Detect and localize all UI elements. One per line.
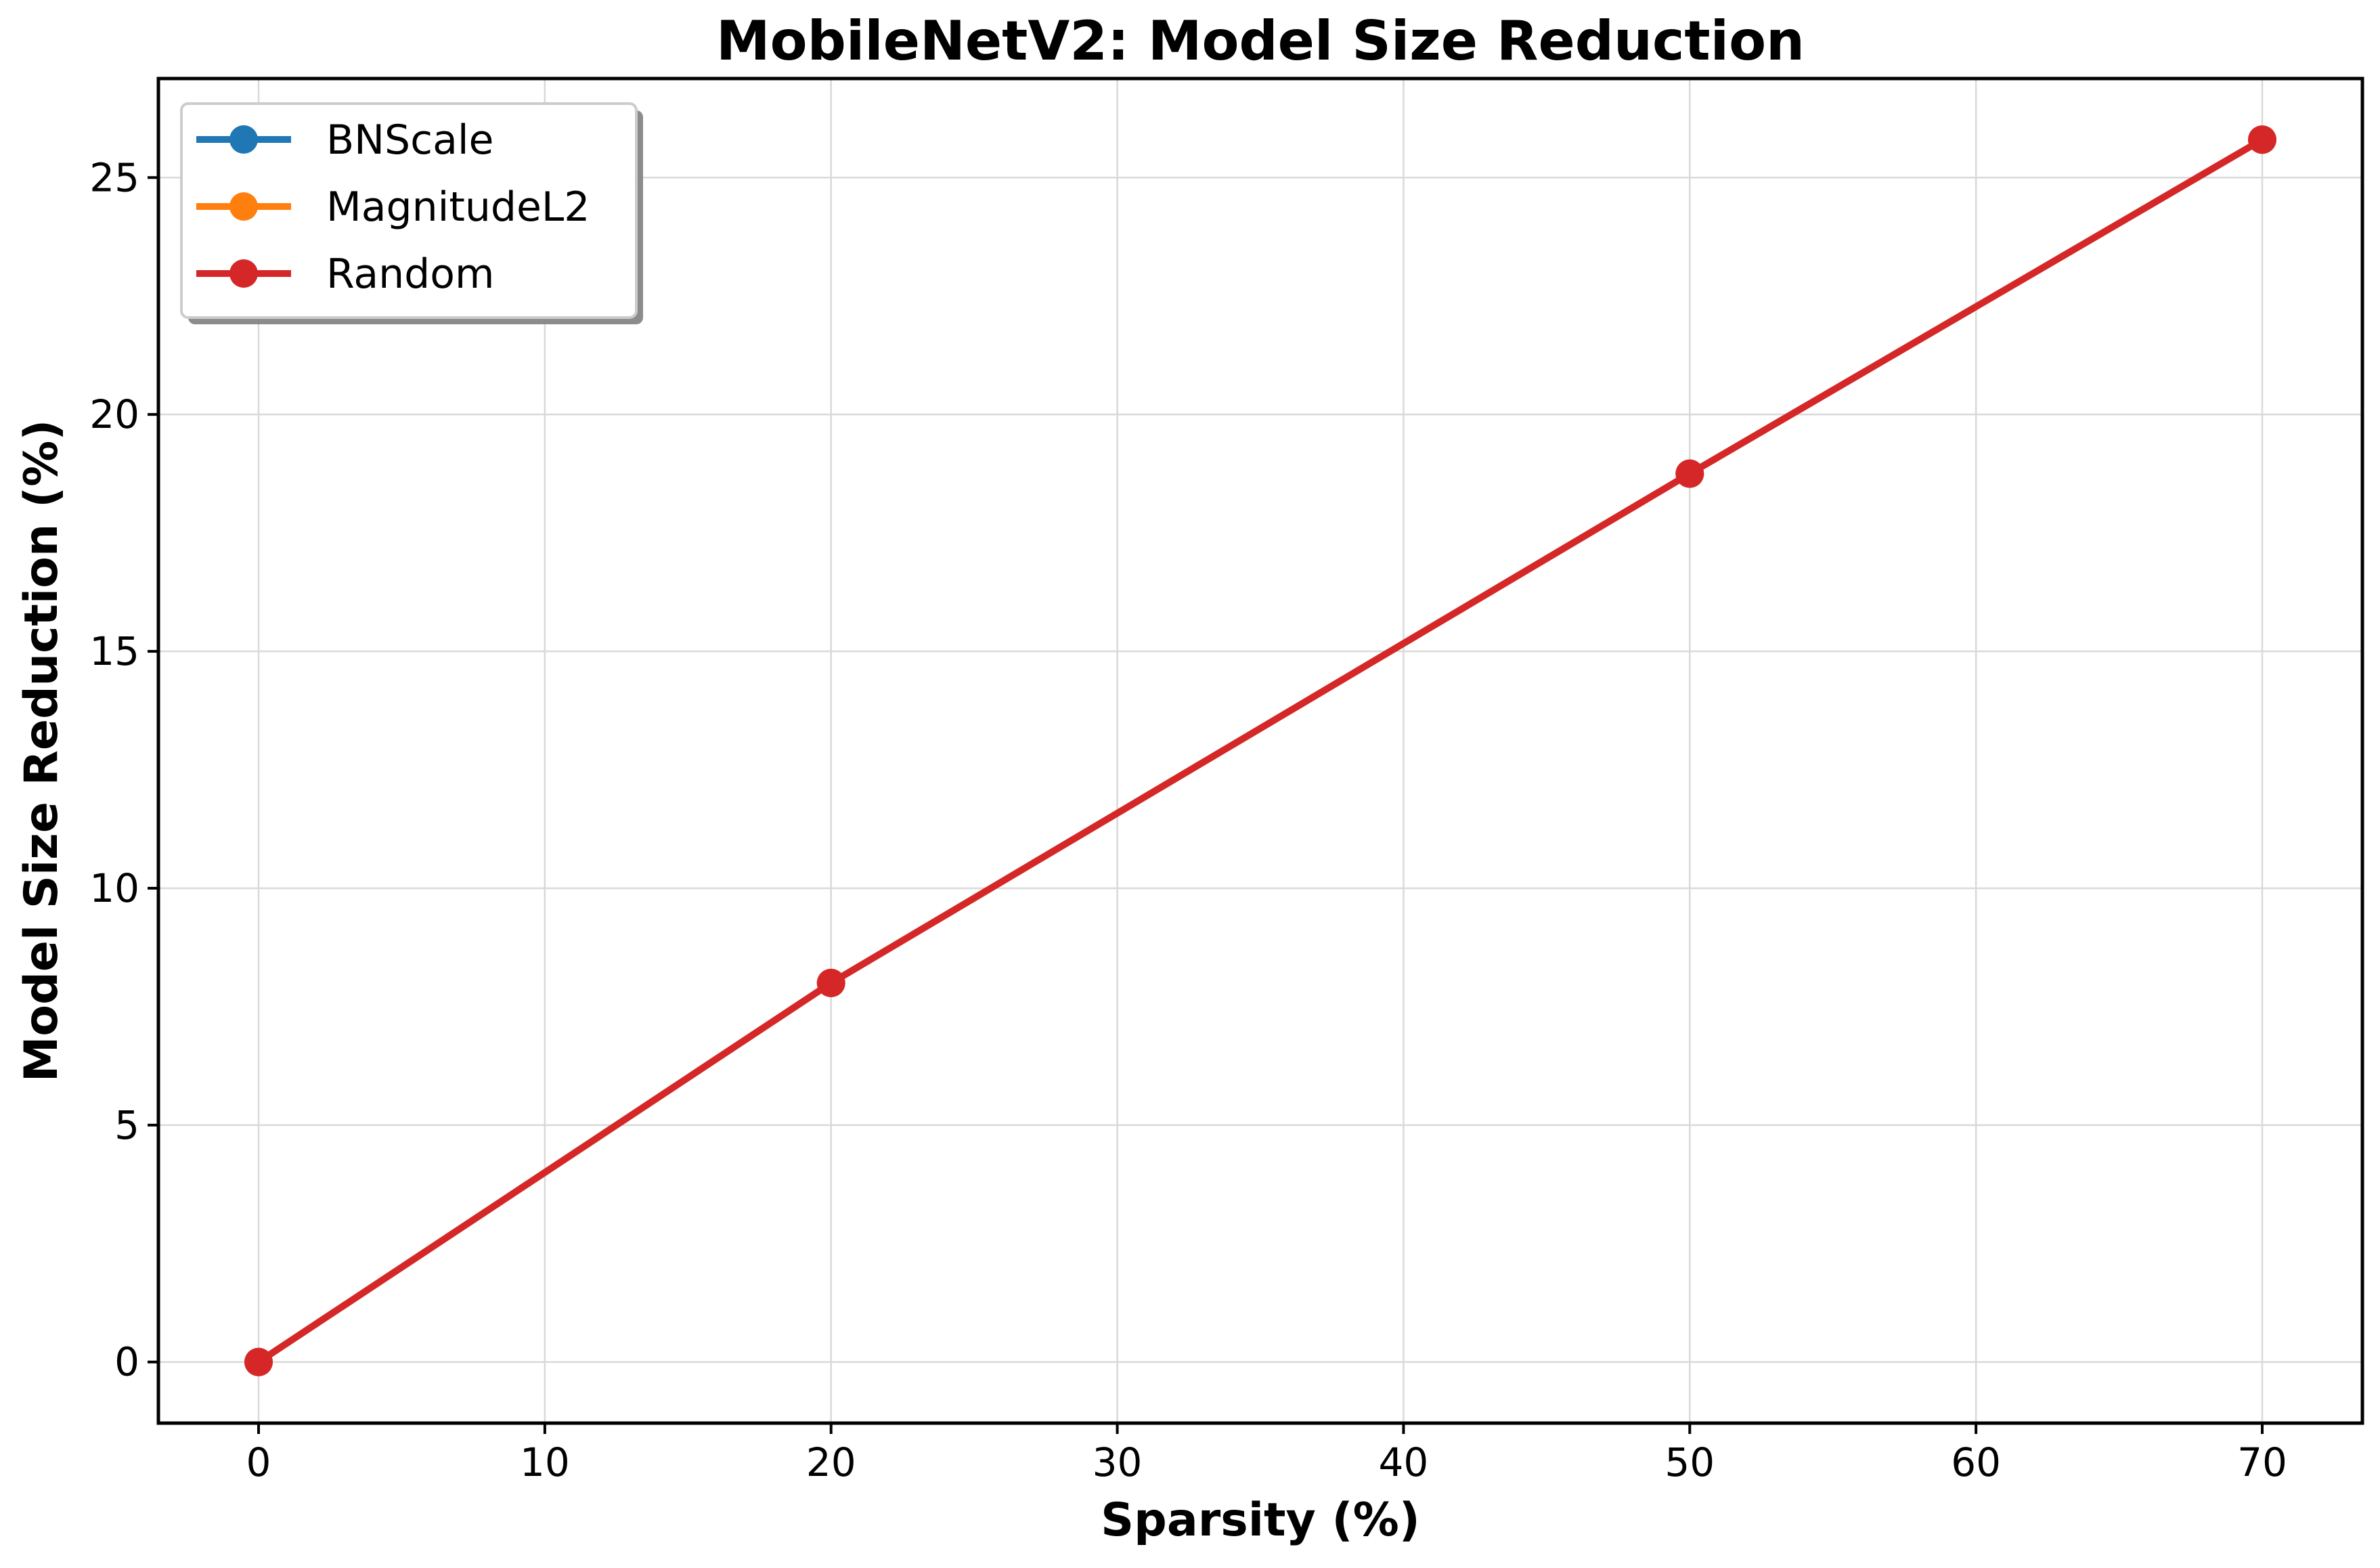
legend-marker [229, 125, 258, 154]
legend-entry: Random [196, 251, 494, 298]
x-tick-label: 30 [1093, 1439, 1143, 1485]
x-tick-label: 0 [246, 1439, 271, 1485]
y-tick-label: 25 [89, 154, 139, 200]
y-tick-label: 0 [114, 1339, 139, 1385]
y-tick-label: 5 [114, 1102, 139, 1148]
y-tick-label: 10 [89, 865, 139, 911]
legend: BNScale MagnitudeL2 Random [180, 102, 643, 324]
legend-label: Random [326, 251, 494, 298]
x-tick-label: 40 [1379, 1439, 1429, 1485]
legend-label: MagnitudeL2 [326, 183, 590, 231]
grid [158, 79, 2362, 1423]
x-tick-label: 50 [1665, 1439, 1715, 1485]
y-tick-label: 15 [89, 628, 139, 674]
x-tick-label: 70 [2237, 1439, 2287, 1485]
legend-box [180, 102, 638, 319]
x-tick-label: 10 [520, 1439, 570, 1485]
series-layer [244, 125, 2276, 1376]
legend-marker [229, 192, 258, 221]
legend-label: BNScale [326, 116, 493, 164]
series-line [255, 136, 2266, 1366]
x-axis-label: Sparsity (%) [1101, 1494, 1420, 1547]
x-tick-label: 60 [1951, 1439, 2001, 1485]
legend-entry: MagnitudeL2 [196, 183, 590, 231]
chart-title: MobileNetV2: Model Size Reduction [716, 9, 1805, 72]
legend-marker [229, 259, 258, 288]
data-point [816, 968, 845, 997]
y-tick-label: 20 [89, 391, 139, 437]
x-tick-label: 20 [806, 1439, 856, 1485]
plot-frame [156, 77, 2364, 1425]
legend-entry: BNScale [196, 116, 493, 164]
data-point [244, 1347, 273, 1376]
series-random [244, 125, 2276, 1376]
y-axis-label: Model Size Reduction (%) [15, 420, 68, 1083]
y-axis-ticks: 0 5 10 15 20 25 [89, 154, 158, 1385]
x-axis-ticks: 0 10 20 30 40 50 60 70 [246, 1423, 2287, 1485]
data-point [2248, 125, 2276, 154]
data-point [1675, 459, 1704, 488]
